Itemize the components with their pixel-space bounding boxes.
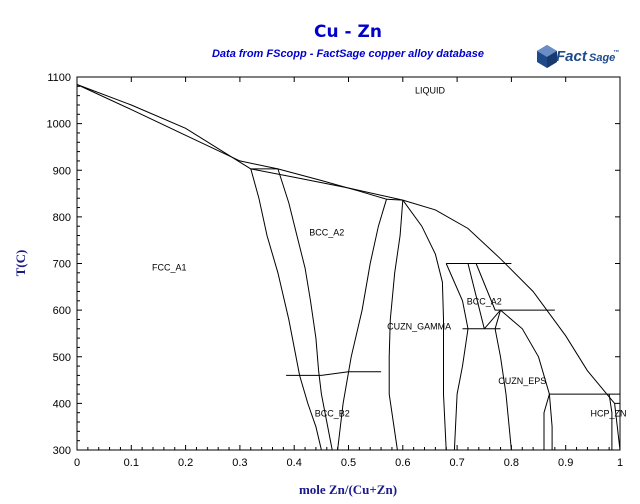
phase-boundary-line — [250, 168, 322, 451]
phase-boundary-line — [402, 199, 621, 451]
y-tick-label: 400 — [53, 398, 71, 410]
x-tick-label: 0.8 — [504, 457, 519, 469]
phase-boundary-line — [445, 263, 469, 451]
region-labels: LIQUID FCC_A1 BCC_A2 BCC_A2 CUZN_GAMMA CUZN_E… — [152, 85, 627, 418]
y-tick-label: 1000 — [47, 119, 71, 131]
x-tick-label: 0.3 — [232, 457, 247, 469]
phase-boundary-line — [494, 309, 512, 451]
region-label: FCC_A1 — [152, 262, 187, 272]
phase-boundary-line — [500, 309, 553, 450]
axis-ticks: 0 0.1 0.2 0.3 0.4 0.5 0.6 0.7 0.8 0.9 1 300 400 500 60… — [47, 72, 624, 469]
x-tick-label: 0.7 — [449, 457, 464, 469]
x-axis-label: mole Zn/(Cu+Zn) — [299, 482, 397, 497]
logo-text-fact: Fact — [556, 48, 588, 65]
logo-text-sage: Sage — [589, 52, 615, 64]
y-tick-label: 500 — [53, 352, 71, 364]
phase-boundary-line — [388, 200, 404, 451]
phase-boundary-line — [543, 393, 550, 450]
phase-boundary-line — [386, 198, 403, 201]
phase-boundary-line — [402, 199, 447, 451]
phase-boundary-line — [76, 84, 279, 170]
logo-cube-icon — [537, 45, 557, 68]
phase-boundary-line — [483, 309, 501, 330]
y-tick-label: 900 — [53, 165, 71, 177]
x-tick-label: 1 — [617, 457, 623, 469]
y-tick-label: 600 — [53, 305, 71, 317]
x-tick-label: 0.6 — [395, 457, 410, 469]
y-tick-label: 700 — [53, 259, 71, 271]
phase-boundary-line — [475, 263, 555, 311]
region-label: HCP_ZN — [591, 408, 627, 418]
phase-boundary-line — [76, 84, 252, 170]
phase-boundary-line — [467, 263, 485, 329]
factsage-logo: Fact Sage ™ — [537, 45, 619, 68]
x-tick-label: 0.1 — [124, 457, 139, 469]
region-label: BCC_B2 — [315, 408, 350, 418]
x-tick-label: 0.2 — [178, 457, 193, 469]
x-tick-label: 0.5 — [341, 457, 356, 469]
y-tick-label: 1100 — [47, 72, 71, 84]
x-tick-label: 0.9 — [558, 457, 573, 469]
phase-boundary-line — [321, 371, 382, 376]
chart-title: Cu - Zn — [314, 22, 382, 42]
region-label: BCC_A2 — [309, 228, 344, 238]
y-axis-label: T(C) — [13, 250, 28, 277]
x-tick-label: 0.4 — [287, 457, 302, 469]
region-label: CUZN_EPS — [498, 376, 546, 386]
phase-boundary-line — [277, 168, 333, 451]
y-tick-label: 800 — [53, 212, 71, 224]
phase-boundary-line — [277, 168, 387, 200]
phase-boundaries — [76, 84, 621, 451]
region-label: LIQUID — [415, 85, 446, 95]
region-label: BCC_A2 — [467, 297, 502, 307]
region-label: CUZN_GAMMA — [387, 322, 451, 332]
phase-boundary-line — [250, 168, 403, 201]
x-tick-label: 0 — [74, 457, 80, 469]
logo-trademark: ™ — [613, 49, 619, 56]
chart-subtitle: Data from FScopp - FactSage copper alloy… — [212, 48, 484, 60]
phase-boundary-line — [337, 199, 387, 451]
phase-boundary-line — [608, 394, 613, 450]
y-tick-label: 300 — [53, 445, 71, 457]
